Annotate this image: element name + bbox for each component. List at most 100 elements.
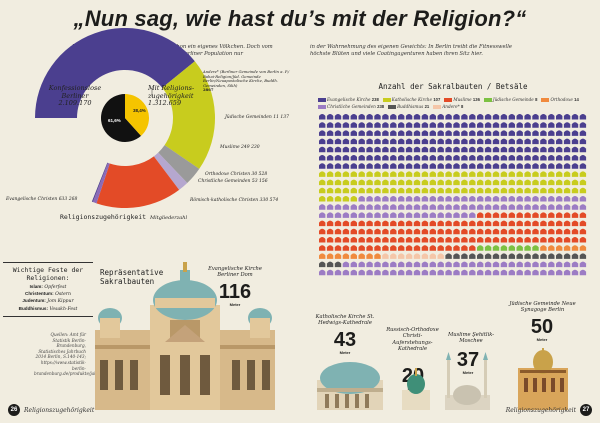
sakral-icon (445, 196, 452, 202)
sakral-icon (469, 187, 476, 194)
sakral-icon (413, 196, 421, 202)
sakral-icon (413, 204, 421, 210)
sakral-icon (477, 146, 484, 153)
sakral-icon (398, 212, 405, 218)
legend-count: 136 (472, 97, 480, 102)
sakral-icon (579, 228, 587, 235)
sakral-icon (445, 204, 452, 210)
sakral-icon (469, 261, 476, 268)
sakral-icon (319, 122, 326, 128)
caption-sub: Mitgliederzahl (150, 215, 188, 221)
legend-label: Andere* (442, 104, 462, 109)
sakral-icon (571, 179, 579, 186)
sakral-icon (342, 204, 350, 210)
sakral-icon (477, 138, 484, 145)
legend-count: 238 (371, 97, 379, 102)
sakral-icon (429, 212, 436, 218)
sakral-icon (492, 171, 500, 177)
sakral-icon (390, 237, 397, 243)
sakral-icon (469, 228, 476, 235)
sakral-icon (405, 187, 413, 194)
sakral-icon (374, 212, 381, 218)
sakral-icon (453, 269, 460, 276)
sakral-icon (398, 155, 405, 161)
sakral-icon (563, 245, 571, 251)
sakral-icon (445, 245, 452, 251)
sakral-icon (548, 138, 555, 145)
sakral-icon (390, 163, 397, 169)
sakral-icon (374, 146, 381, 153)
sakral-icon (540, 253, 547, 259)
sakral-icon (484, 204, 492, 210)
sakral-icon (445, 171, 452, 177)
fest-row: Judentum: Jom Kippur (22, 298, 74, 305)
donut-segment-4 (153, 152, 188, 190)
sakral-icon (405, 269, 413, 276)
sakral-icon (548, 155, 555, 161)
dom-height: 116 Meter (218, 281, 252, 307)
sakral-icon (524, 138, 531, 145)
sakral-icon (413, 261, 421, 268)
page-number-left: 26 (8, 404, 20, 416)
sakral-icon (516, 196, 523, 202)
sakral-icon (382, 261, 389, 268)
sakral-icon (532, 146, 539, 153)
konfessionslos-label: Konfessionslose Berliner 2.109.170 (48, 84, 102, 107)
sakral-icon (342, 245, 350, 251)
sakral-icon (398, 179, 405, 186)
andere-label: Andere* (Berliner Gemeinde von Berlin a.… (203, 69, 290, 93)
sakral-icon (445, 155, 452, 161)
sakral-icon (358, 261, 365, 268)
sakral-icon (579, 138, 587, 145)
sakral-icon (540, 171, 547, 177)
sakral-icon (461, 196, 468, 202)
sakral-icon (342, 253, 350, 259)
sakral-icon (563, 155, 571, 161)
sakral-icon (579, 187, 587, 194)
sakral-icon (319, 204, 326, 210)
sakral-icon (500, 261, 508, 268)
sakral-icon (421, 146, 429, 153)
sakral-icon (500, 163, 508, 169)
sakral-icon (358, 220, 365, 227)
sakral-icon (453, 155, 460, 161)
sakral-icon (540, 122, 547, 128)
sakral-icon (445, 122, 452, 128)
legend-item: Jüdische Gemeinde 8 (483, 96, 537, 103)
sakral-icon (390, 138, 397, 145)
sakral-icon (366, 245, 373, 251)
sakral-icon (374, 261, 381, 268)
sakral-icon (319, 212, 326, 218)
sakral-icon (461, 269, 468, 276)
sakral-icon (461, 253, 468, 259)
sakral-icon (556, 261, 563, 268)
sakral-icon (563, 187, 571, 194)
sakral-icon (453, 220, 460, 227)
legend-count: 14 (574, 97, 579, 102)
sakral-icon (484, 138, 492, 145)
sakral-icon (484, 237, 492, 243)
sakral-icon (350, 245, 357, 251)
sakral-icon (548, 228, 555, 235)
sakral-icon (508, 146, 515, 153)
sakral-icon (532, 253, 539, 259)
sakral-icon (571, 130, 579, 136)
sakral-icon (413, 212, 421, 218)
sakral-icon (516, 261, 523, 268)
sakral-icon (319, 237, 326, 243)
sakral-icon (461, 138, 468, 145)
legend-label: Evangelische Kirche (327, 97, 372, 102)
sakral-icon (556, 269, 563, 276)
sakral-icon (326, 261, 334, 268)
sakral-icon (382, 179, 389, 186)
sakral-icon (524, 171, 531, 177)
sakral-icon (469, 237, 476, 243)
legend-swatch (433, 105, 442, 109)
sakral-icon (413, 253, 421, 259)
sakral-icon (548, 196, 555, 202)
sakral-icon (469, 114, 476, 120)
sakral-icon (548, 130, 555, 136)
sakral-icon (500, 179, 508, 186)
sakral-icon (461, 163, 468, 169)
sakral-icon (571, 163, 579, 169)
